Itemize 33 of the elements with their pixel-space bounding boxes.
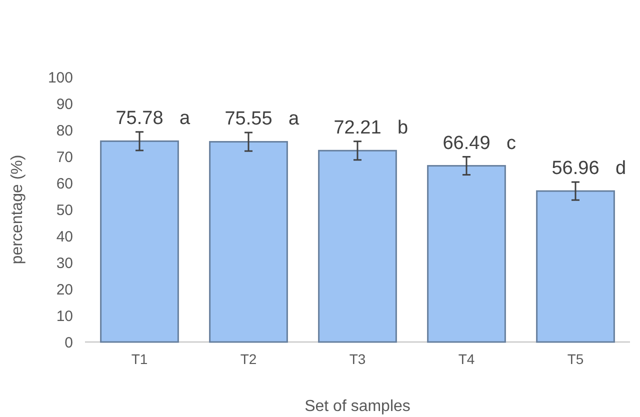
annotation: d	[616, 158, 626, 180]
y-tick-label: 80	[56, 122, 73, 140]
x-tick-label: T4	[458, 351, 475, 367]
x-tick-label: T3	[349, 351, 366, 367]
data-label: 75.55	[224, 108, 272, 130]
annotation: a	[180, 108, 190, 129]
bar	[100, 140, 179, 343]
y-tick-label: 20	[56, 281, 73, 298]
annotation: b	[398, 117, 408, 138]
y-tick-label: 30	[56, 254, 73, 272]
y-tick-label: 60	[56, 175, 73, 192]
y-axis-title: percentage (%)	[9, 154, 26, 264]
data-label: 56.96	[552, 158, 600, 180]
y-tick-label: 50	[56, 202, 73, 219]
y-tick-label: 10	[56, 308, 73, 325]
bar	[209, 141, 288, 343]
annotation: c	[506, 132, 516, 154]
y-tick-label: 40	[56, 228, 73, 246]
bar	[427, 165, 506, 343]
bar	[318, 150, 397, 343]
y-tick-label: 70	[56, 148, 73, 166]
y-tick-label: 0	[64, 334, 73, 352]
x-tick-label: T2	[240, 351, 257, 367]
x-tick-label: T1	[131, 351, 148, 367]
bar	[536, 190, 615, 343]
y-tick-label: 100	[48, 69, 73, 86]
x-axis-title: Set of samples	[304, 398, 410, 415]
x-tick-label: T5	[567, 351, 584, 367]
data-label: 75.78	[116, 108, 164, 129]
data-label: 66.49	[442, 132, 490, 154]
y-tick-label: 90	[56, 96, 73, 113]
annotation: a	[288, 108, 300, 130]
data-label: 72.21	[334, 117, 382, 138]
